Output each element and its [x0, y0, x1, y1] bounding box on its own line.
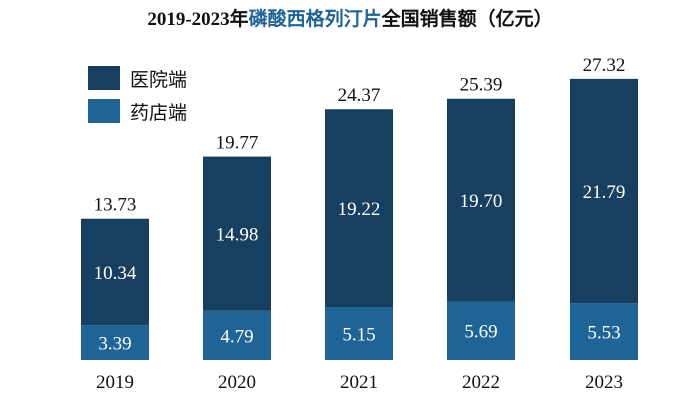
data-label: 4.79 [220, 326, 253, 347]
data-label: 19.70 [460, 191, 503, 212]
bar-segment [203, 156, 271, 311]
legend-swatch [88, 66, 120, 90]
legend-swatch [88, 99, 120, 123]
bar-segment [447, 301, 515, 360]
bar-segment [325, 307, 393, 360]
title-drug-name: 磷酸西格列汀片 [248, 9, 382, 30]
x-tick-label: 2021 [340, 372, 378, 393]
x-tick-label: 2020 [218, 372, 256, 393]
legend-label: 医院端 [130, 69, 187, 91]
total-label: 27.32 [583, 55, 626, 76]
total-label: 25.39 [460, 75, 503, 96]
bar-segment [203, 310, 271, 360]
bar-segment [447, 98, 515, 302]
title-part: 全国销售额（亿元） [381, 9, 553, 30]
bar-segment [81, 218, 149, 326]
data-label: 3.39 [98, 334, 131, 355]
bar-segment [570, 303, 638, 360]
data-label: 19.22 [338, 199, 381, 220]
x-tick-label: 2019 [96, 372, 134, 393]
legend-label: 药店端 [130, 102, 187, 124]
data-label: 5.53 [587, 323, 620, 344]
data-label: 10.34 [94, 263, 137, 284]
x-tick-label: 2023 [585, 372, 623, 393]
total-label: 24.37 [338, 85, 381, 106]
chart-title: 2019-2023年磷酸西格列汀片全国销售额（亿元） [0, 4, 700, 31]
total-label: 19.77 [216, 133, 259, 154]
data-label: 21.79 [583, 182, 626, 203]
data-label: 14.98 [216, 225, 259, 246]
total-label: 13.73 [94, 195, 137, 216]
bar-segment [325, 109, 393, 308]
bar-segment [81, 325, 149, 360]
x-tick-label: 2022 [462, 372, 500, 393]
title-part: 2019-2023年 [147, 9, 249, 30]
bar-segment [570, 78, 638, 304]
data-label: 5.69 [464, 322, 497, 343]
data-label: 5.15 [342, 325, 375, 346]
